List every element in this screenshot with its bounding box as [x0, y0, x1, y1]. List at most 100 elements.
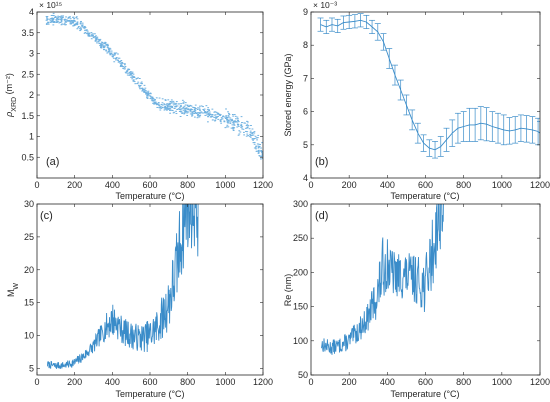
panel-a-point	[45, 19, 48, 21]
panel-a-point	[146, 96, 149, 98]
panel-a-point	[81, 26, 84, 28]
panel-a-point	[59, 21, 62, 23]
panel-a-point	[237, 121, 240, 123]
panel-a-point	[248, 135, 251, 137]
panel-a-ticks: 0 200 400 600 800 1000 1200 0.5 1 1.5 2 2.5 3 3.5 4	[21, 7, 273, 190]
panel-b-ytick-label: 6	[303, 107, 308, 117]
panel-a-point	[50, 14, 53, 16]
panel-c: 0 200 400 600 800 1000 1200 5 10 15 20 25 30 (c) Tem…	[6, 199, 273, 399]
panel-a-point	[182, 106, 185, 108]
panel-a-point	[104, 41, 107, 43]
panel-a-point	[161, 98, 164, 100]
panel-c-xtick-label: 1000	[215, 377, 235, 387]
panel-a-point	[128, 74, 131, 76]
panel-a-point	[167, 107, 170, 109]
panel-a-point	[119, 61, 122, 63]
panel-a-point	[236, 116, 239, 118]
panel-a-point	[153, 101, 156, 103]
panel-c-y-axis-title: MW	[6, 283, 20, 298]
panel-a-point	[63, 20, 66, 22]
panel-a-point	[108, 49, 111, 51]
panel-a-point	[185, 107, 188, 109]
panel-a-point	[185, 108, 188, 110]
panel-a-point	[76, 22, 79, 24]
panel-a-point	[146, 93, 149, 95]
panel-a-point	[232, 115, 235, 117]
panel-b-exponent-label: × 10⁻³	[313, 0, 337, 10]
panel-a-point	[255, 146, 257, 148]
panel-a-point	[236, 118, 239, 120]
panel-a-point	[177, 108, 180, 110]
panel-a-point	[217, 115, 219, 117]
panel-a-point	[117, 61, 120, 63]
panel-a-point	[215, 116, 217, 118]
panel-a-point	[132, 79, 135, 81]
panel-a-point	[231, 124, 234, 126]
panel-a-point	[231, 118, 233, 120]
panel-a-point	[185, 111, 188, 113]
panel-a-point	[236, 123, 239, 125]
panel-a-point	[90, 32, 93, 34]
panel-a-point	[123, 68, 126, 70]
panel-a-point	[119, 64, 122, 66]
panel-a-point	[187, 106, 190, 108]
panel-d-ytick-label: 100	[293, 336, 308, 346]
panel-a-point	[229, 121, 232, 123]
panel-a-point	[63, 19, 66, 21]
panel-a-point	[164, 99, 167, 101]
panel-a-point	[76, 18, 79, 20]
panel-a-point	[151, 97, 154, 99]
panel-a-point	[170, 99, 173, 101]
panel-a-point	[189, 111, 192, 113]
panel-a-point	[60, 17, 63, 19]
panel-a-point	[255, 148, 257, 150]
panel-a-point	[258, 145, 261, 147]
panel-a-point	[69, 20, 72, 22]
panel-a-point	[101, 44, 104, 46]
panel-a-point	[125, 70, 128, 72]
panel-a-point	[195, 112, 198, 114]
panel-a-point	[84, 31, 87, 33]
panel-a-point	[166, 106, 169, 108]
panel-a-point	[138, 85, 141, 87]
panel-c-xtick-label: 400	[105, 377, 120, 387]
panel-a-point	[216, 112, 219, 114]
panel-a-point	[203, 108, 206, 110]
panel-a-xtick-label: 600	[142, 180, 157, 190]
panel-a-point	[261, 154, 263, 156]
panel-d-ytick-label: 150	[293, 302, 308, 312]
panel-a-point	[131, 78, 134, 80]
panel-a-point	[198, 116, 201, 118]
panel-a-point	[200, 111, 203, 113]
panel-b-ytick-label: 4	[303, 173, 308, 183]
panel-a-point	[56, 17, 59, 19]
panel-a-point	[194, 111, 197, 113]
panel-a-point	[111, 56, 114, 58]
panel-a-point	[186, 114, 189, 116]
panel-a-point	[202, 109, 205, 111]
panel-a-point	[140, 83, 143, 85]
panel-a-point	[183, 109, 186, 111]
panel-a-xtick-label: 1000	[215, 180, 235, 190]
panel-a-point	[105, 43, 108, 45]
panel-a-ytick-label: 3	[29, 49, 34, 59]
panel-d-xtick-label: 600	[418, 377, 433, 387]
panel-a-point	[182, 102, 184, 104]
panel-a-point	[46, 18, 49, 20]
panel-a-point	[141, 90, 144, 92]
panel-a-point	[155, 97, 158, 99]
panel-a-point	[45, 22, 48, 24]
panel-a-point	[193, 116, 196, 118]
panel-a-point	[255, 137, 258, 139]
panel-a-point	[109, 53, 112, 55]
panel-a-point	[209, 113, 212, 115]
panel-a-point	[228, 121, 231, 123]
panel-a-point	[156, 103, 159, 105]
panel-a-point	[219, 114, 222, 116]
panel-a-point	[61, 17, 64, 19]
panel-a-point	[131, 71, 134, 73]
panel-a-point	[53, 21, 56, 23]
panel-a-point	[208, 109, 210, 111]
panel-a-point	[217, 118, 220, 120]
panel-a-point	[252, 139, 254, 141]
